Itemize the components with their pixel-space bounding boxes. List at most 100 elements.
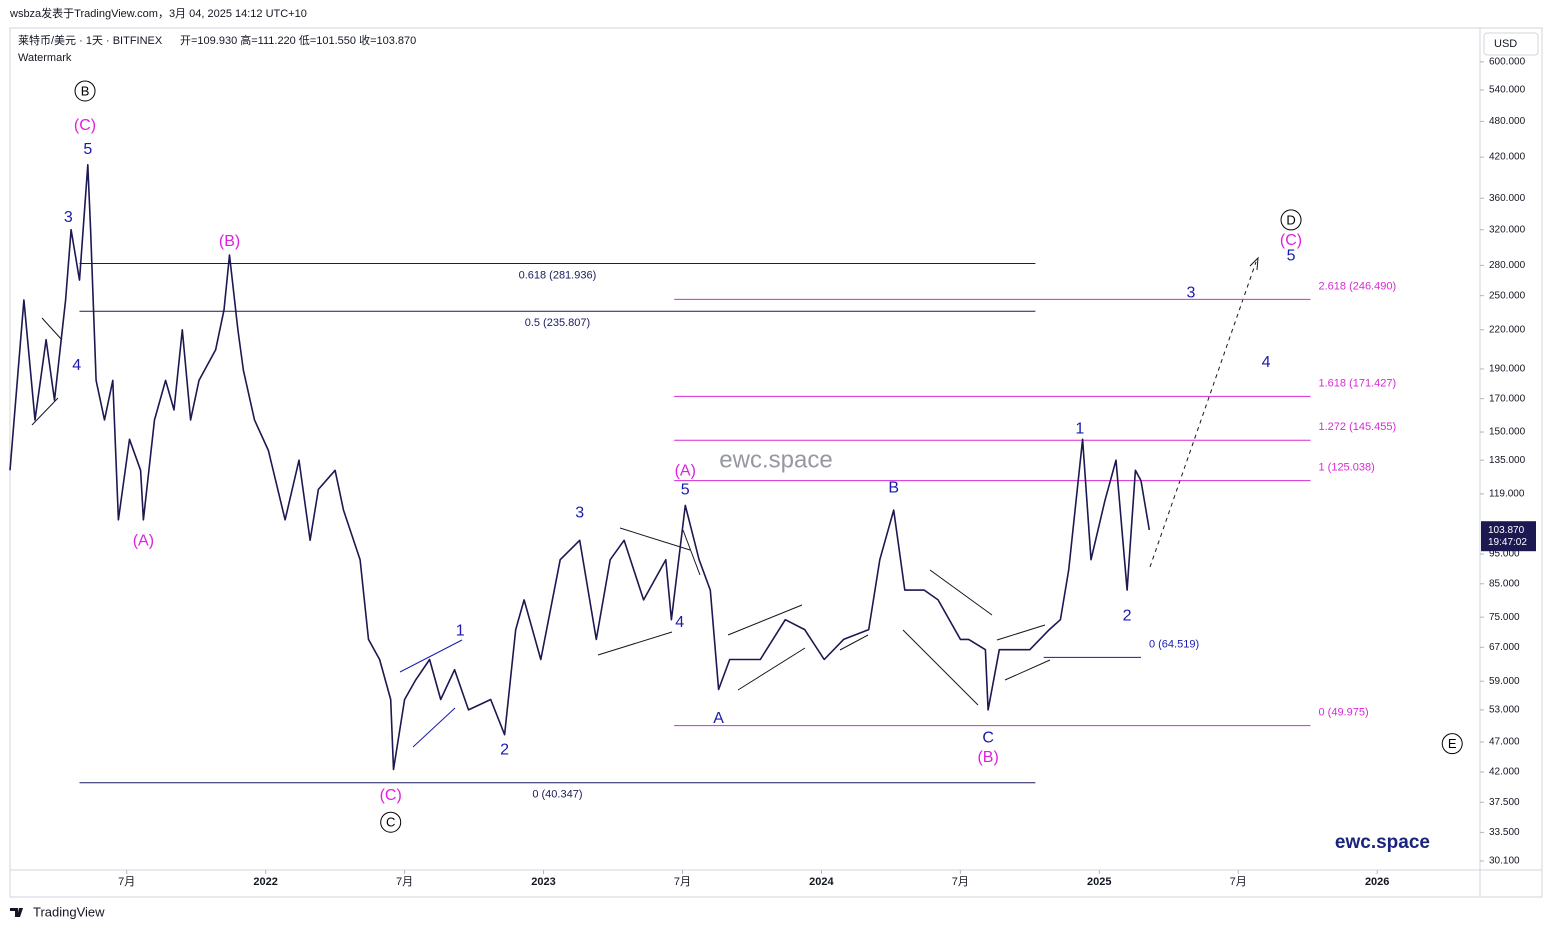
trendline bbox=[41, 317, 63, 341]
y-tick-label: 33.500 bbox=[1489, 827, 1520, 838]
countdown: 19:47:02 bbox=[1488, 537, 1527, 548]
y-tick-label: 37.500 bbox=[1489, 797, 1520, 808]
footer-logo[interactable]: TradingView bbox=[10, 904, 105, 919]
y-tick-label: 170.000 bbox=[1489, 393, 1526, 404]
wave-label: (A) bbox=[675, 462, 696, 479]
y-tick-label: 150.000 bbox=[1489, 427, 1526, 438]
wave-label: C bbox=[982, 730, 994, 747]
y-tick-label: 190.000 bbox=[1489, 364, 1526, 375]
trendline bbox=[1004, 659, 1051, 681]
trendline bbox=[996, 624, 1046, 641]
wave-label: 2 bbox=[500, 742, 509, 759]
wave-label: 2 bbox=[1123, 607, 1132, 624]
wave-label: 5 bbox=[681, 482, 690, 499]
fib-label: 0 (40.347) bbox=[532, 789, 582, 801]
y-tick-label: 59.000 bbox=[1489, 676, 1520, 687]
y-tick-label: 53.000 bbox=[1489, 705, 1520, 716]
fib-label: 1.618 (171.427) bbox=[1318, 377, 1396, 389]
wave-circle bbox=[1441, 733, 1463, 755]
ohlc: 开=109.930 高=111.220 低=101.550 收=103.870 bbox=[180, 33, 416, 47]
wave-label: (C) bbox=[380, 787, 402, 804]
brand: ewc.space bbox=[1335, 832, 1430, 853]
x-tick-label: 2023 bbox=[531, 876, 555, 888]
x-tick-label: 7月 bbox=[396, 876, 413, 888]
trendline bbox=[31, 397, 59, 426]
last-price: 103.870 bbox=[1488, 525, 1525, 536]
wave-label: (C) bbox=[1280, 232, 1302, 249]
wave-label: B bbox=[888, 479, 899, 496]
y-tick-label: 75.000 bbox=[1489, 612, 1520, 623]
x-tick-label: 2025 bbox=[1087, 876, 1111, 888]
y-tick-label: 600.000 bbox=[1489, 56, 1526, 67]
fib-label: 2.618 (246.490) bbox=[1318, 280, 1396, 292]
wave-label: 4 bbox=[675, 614, 684, 631]
y-tick-label: 420.000 bbox=[1489, 152, 1526, 163]
wave-label: 1 bbox=[456, 623, 465, 640]
wave-label: 5 bbox=[83, 141, 92, 158]
projection bbox=[1149, 261, 1257, 568]
wave-label: D bbox=[1286, 212, 1295, 227]
trendline bbox=[929, 569, 993, 616]
wave-circle bbox=[74, 80, 96, 102]
y-tick-label: 320.000 bbox=[1489, 224, 1526, 235]
wave-label: (C) bbox=[74, 117, 96, 134]
fib-label: 1 (125.038) bbox=[1318, 462, 1374, 474]
x-tick-label: 2024 bbox=[809, 876, 834, 888]
trendline bbox=[399, 639, 463, 673]
last-price-tag bbox=[1481, 521, 1536, 552]
trendline bbox=[737, 647, 806, 691]
trendline bbox=[902, 629, 979, 706]
wave-label: 4 bbox=[72, 357, 81, 374]
symbol: 莱特币/美元 · 1天 · BITFINEX bbox=[18, 33, 163, 47]
wave-label: A bbox=[713, 710, 724, 727]
wave-label: 3 bbox=[575, 505, 584, 522]
y-tick-label: 30.100 bbox=[1489, 856, 1520, 867]
trendlines bbox=[31, 256, 1259, 748]
trendline bbox=[839, 634, 869, 651]
y-tick-label: 135.000 bbox=[1489, 455, 1526, 466]
y-tick-label: 119.000 bbox=[1489, 489, 1525, 500]
wave-label: 3 bbox=[64, 209, 73, 226]
wave-circle bbox=[380, 811, 402, 833]
y-tick-label: 42.000 bbox=[1489, 767, 1520, 778]
y-tick-label: 540.000 bbox=[1489, 85, 1526, 96]
currency[interactable]: USD bbox=[1494, 38, 1517, 50]
wave-label: (B) bbox=[977, 749, 998, 766]
y-tick-label: 47.000 bbox=[1489, 737, 1520, 748]
x-tick-label: 2026 bbox=[1365, 876, 1389, 888]
center-watermark: ewc.space bbox=[719, 446, 832, 473]
trendline bbox=[412, 707, 456, 748]
y-tick-label: 250.000 bbox=[1489, 290, 1526, 301]
wave-label: 4 bbox=[1262, 354, 1271, 371]
y-tick-label: 480.000 bbox=[1489, 116, 1526, 127]
wave-label: 5 bbox=[1287, 247, 1296, 264]
wave-circle bbox=[1280, 209, 1302, 231]
y-tick-label: 67.000 bbox=[1489, 642, 1520, 653]
trendline bbox=[727, 604, 803, 636]
price-line bbox=[9, 164, 1151, 771]
wave-label: (B) bbox=[219, 233, 240, 250]
wave-label: C bbox=[386, 815, 395, 830]
wave-label: (A) bbox=[133, 533, 154, 550]
footer[interactable]: TradingView bbox=[33, 904, 105, 919]
x-tick-label: 7月 bbox=[118, 876, 135, 888]
fib-label: 0.5 (235.807) bbox=[525, 317, 590, 329]
wave-label: 1 bbox=[1075, 421, 1084, 438]
logo-mark[interactable] bbox=[10, 908, 23, 917]
y-tick-label: 220.000 bbox=[1489, 324, 1526, 335]
fib-label: 0 (49.975) bbox=[1318, 706, 1368, 718]
trendline bbox=[682, 529, 701, 576]
wave-label: E bbox=[1448, 736, 1457, 751]
projection-head bbox=[1249, 256, 1259, 271]
caption: wsbza发表于TradingView.com，3月 04, 2025 14:1… bbox=[9, 6, 307, 20]
currency-box[interactable] bbox=[1483, 32, 1539, 56]
trendline bbox=[597, 631, 673, 656]
wave-label: 3 bbox=[1187, 285, 1196, 302]
trendline bbox=[619, 527, 691, 551]
y-tick-label: 85.000 bbox=[1489, 578, 1520, 589]
wave-label: B bbox=[81, 83, 90, 98]
x-tick-label: 7月 bbox=[674, 876, 691, 888]
fib-label: 1.272 (145.455) bbox=[1318, 421, 1396, 433]
